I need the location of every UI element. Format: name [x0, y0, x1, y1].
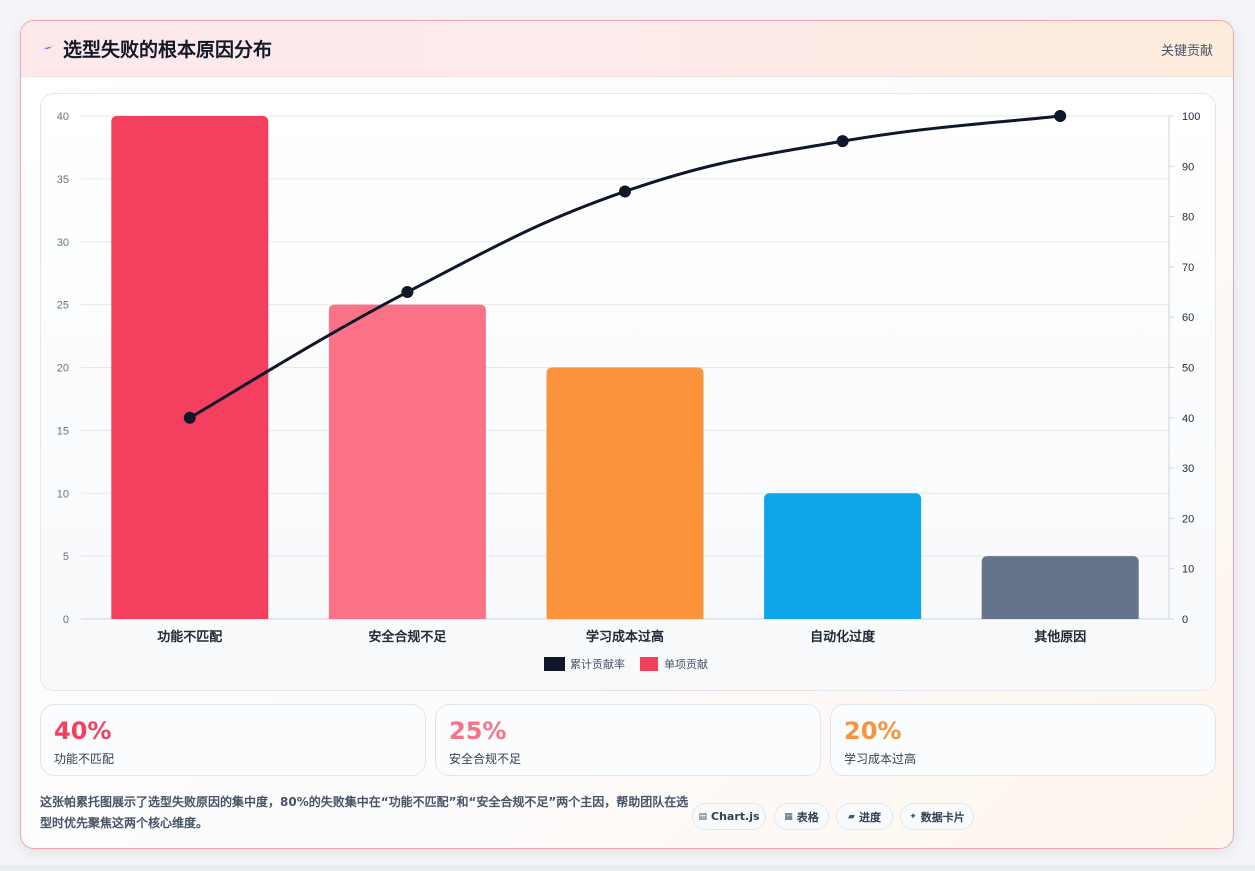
chip-label: 进度 — [858, 810, 881, 824]
chart-card: 选型失败的根本原因分布 关键贡献 0 5 10 15 20 25 30 35 40 0 10 20 30… — [20, 20, 1234, 849]
card-header: 选型失败的根本原因分布 关键贡献 — [21, 21, 1233, 77]
stat-value: 40% — [54, 717, 112, 745]
stat-label: 安全合规不足 — [449, 752, 522, 766]
chart-icon: ▤ — [698, 811, 707, 822]
stat-card-2: 25% 安全合规不足 — [435, 704, 821, 776]
y-tick-label: 40 — [57, 111, 69, 123]
bar — [546, 367, 704, 619]
lightning-icon — [43, 45, 53, 50]
cumulative-point — [401, 286, 414, 299]
table-icon: ▦ — [784, 811, 793, 822]
y2-tick-label: 100 — [1182, 111, 1200, 123]
y2-tick-label: 0 — [1182, 614, 1188, 626]
y2-tick-label: 70 — [1182, 262, 1194, 274]
y2-tick-label: 60 — [1182, 312, 1194, 324]
y2-tick-label: 40 — [1182, 413, 1194, 425]
pareto-chart: 0 5 10 15 20 25 30 35 40 0 10 20 30 40 50 60 70 80 90 100 功能… — [57, 110, 1200, 671]
bar — [764, 493, 922, 619]
key-contribution-link[interactable]: 关键贡献 — [1160, 44, 1213, 59]
bar — [328, 304, 486, 619]
stat-card-1: 40% 功能不匹配 — [40, 704, 426, 776]
legend-swatch-bar — [640, 657, 658, 671]
bar — [981, 556, 1139, 619]
chip-data-card[interactable]: ✦ 数据卡片 — [900, 803, 974, 830]
y-tick-label: 5 — [63, 551, 69, 563]
stat-card-3: 20% 学习成本过高 — [830, 704, 1216, 776]
y2-tick-label: 80 — [1182, 212, 1194, 224]
y-tick-label: 25 — [57, 300, 69, 312]
y-tick-label: 35 — [57, 174, 69, 186]
stat-value: 20% — [844, 717, 902, 745]
chip-label: 数据卡片 — [920, 810, 965, 824]
chip-label: Chart.js — [711, 810, 760, 823]
y2-tick-label: 90 — [1182, 161, 1194, 173]
y-tick-label: 10 — [57, 488, 69, 500]
chip-chartjs[interactable]: ▤ Chart.js — [692, 803, 766, 830]
stat-label: 功能不匹配 — [54, 752, 115, 766]
chip-table[interactable]: ▦ 表格 — [774, 803, 829, 830]
x-tick-label: 功能不匹配 — [157, 629, 222, 645]
x-tick-label: 自动化过度 — [810, 629, 876, 645]
chip-progress[interactable]: ▰ 进度 — [836, 803, 893, 830]
y2-tick-label: 10 — [1182, 564, 1194, 576]
legend-label: 累计贡献率 — [570, 657, 625, 671]
legend-swatch-line — [544, 657, 565, 671]
y-tick-label: 15 — [57, 425, 69, 437]
page-bottom-strip — [0, 865, 1255, 871]
chart-panel: 0 5 10 15 20 25 30 35 40 0 10 20 30 40 50 60 70 80 90 100 功能… — [40, 93, 1216, 691]
sparkle-icon: ✦ — [909, 811, 917, 822]
y2-tick-label: 30 — [1182, 463, 1194, 475]
stat-label: 学习成本过高 — [844, 752, 917, 766]
chart-description: 这张帕累托图展示了选型失败原因的集中度，80%的失败集中在“功能不匹配”和“安全… — [40, 795, 689, 830]
cumulative-point — [836, 135, 849, 148]
x-tick-label: 其他原因 — [1034, 629, 1086, 645]
x-tick-label: 学习成本过高 — [586, 629, 664, 645]
x-tick-label: 安全合规不足 — [368, 629, 447, 645]
bar — [111, 116, 269, 619]
y2-tick-label: 20 — [1182, 513, 1194, 525]
legend-label: 单项贡献 — [664, 657, 708, 671]
progress-icon: ▰ — [848, 811, 855, 822]
y2-tick-label: 50 — [1182, 363, 1194, 375]
cumulative-point — [183, 411, 196, 424]
cumulative-point — [619, 185, 631, 198]
stat-value: 25% — [449, 717, 507, 745]
cumulative-point — [1054, 110, 1067, 122]
card-title: 选型失败的根本原因分布 — [63, 39, 273, 61]
y-tick-label: 20 — [57, 363, 69, 375]
y-tick-label: 30 — [57, 237, 69, 249]
chip-label: 表格 — [796, 810, 819, 824]
y-tick-label: 0 — [63, 614, 69, 626]
